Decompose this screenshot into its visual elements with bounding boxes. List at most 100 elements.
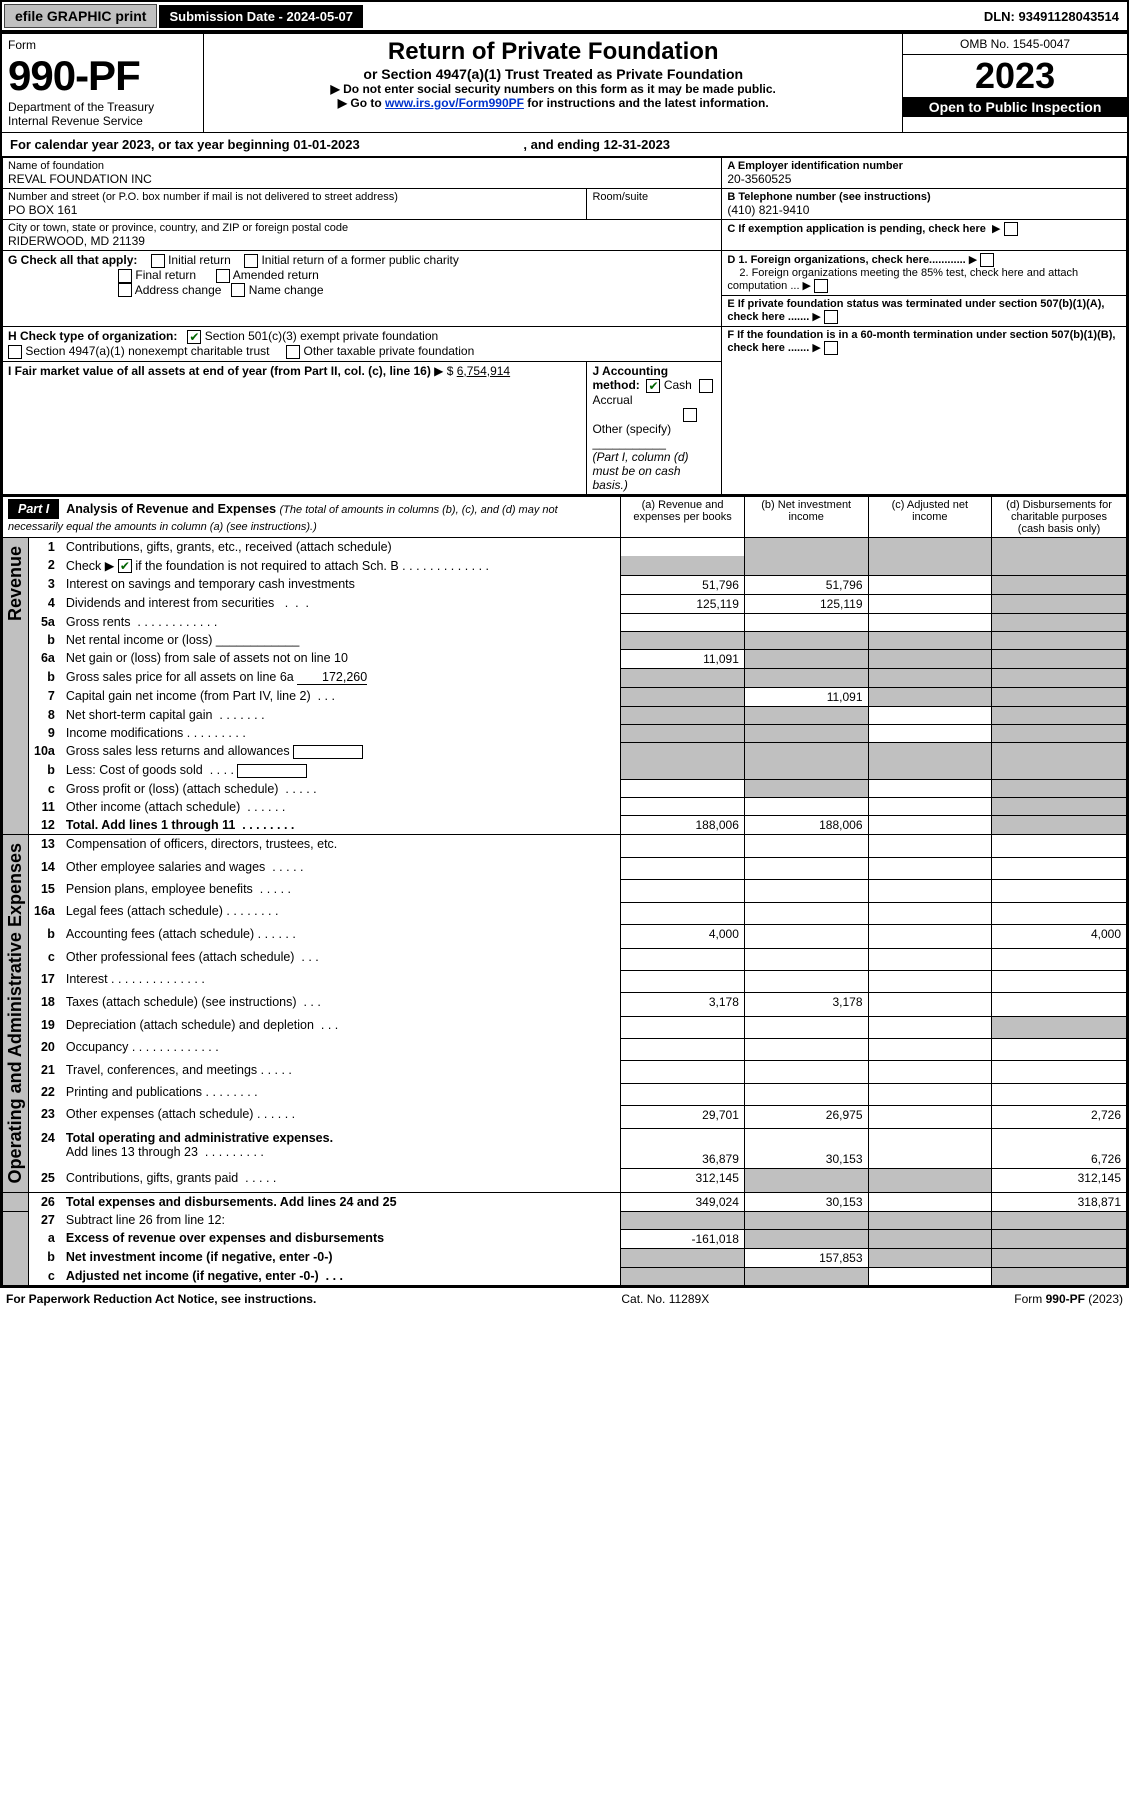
lineno-27c: c: [29, 1267, 61, 1286]
lineno-3: 3: [29, 575, 61, 594]
lineno-15: 15: [29, 880, 61, 902]
phone-value: (410) 821-9410: [727, 203, 1121, 217]
line24-desc: Total operating and administrative expen…: [61, 1129, 621, 1169]
line5b-desc: Net rental income or (loss) ____________: [61, 631, 621, 649]
line16b-a: 4,000: [621, 925, 745, 949]
j-cash: Cash: [664, 378, 692, 392]
ein-label: A Employer identification number: [727, 160, 1121, 172]
cal-end: 12-31-2023: [604, 137, 671, 152]
lineno-13: 13: [29, 835, 61, 858]
city-label: City or town, state or province, country…: [8, 222, 716, 234]
addr-value: PO BOX 161: [8, 203, 581, 217]
line16a-desc: Legal fees (attach schedule) . . . . . .…: [61, 902, 621, 924]
line14-desc: Other employee salaries and wages . . . …: [61, 858, 621, 880]
col-c-hdr: (c) Adjusted net income: [868, 496, 992, 537]
g-address-checkbox[interactable]: [118, 283, 132, 297]
lineno-4: 4: [29, 594, 61, 613]
h-4947-checkbox[interactable]: [8, 345, 22, 359]
line15-desc: Pension plans, employee benefits . . . .…: [61, 880, 621, 902]
cal-prefix: For calendar year 2023, or tax year begi…: [10, 137, 293, 152]
footer-left: For Paperwork Reduction Act Notice, see …: [6, 1292, 316, 1306]
addr-label: Number and street (or P.O. box number if…: [8, 191, 581, 203]
f-label: F If the foundation is in a 60-month ter…: [727, 329, 1115, 354]
lineno-23: 23: [29, 1105, 61, 1129]
footer-mid: Cat. No. 11289X: [621, 1292, 709, 1306]
g-final-checkbox[interactable]: [118, 269, 132, 283]
g-initial-checkbox[interactable]: [151, 254, 165, 268]
h-other-checkbox[interactable]: [286, 345, 300, 359]
j-accrual: Accrual: [592, 393, 632, 407]
schb-checkbox[interactable]: [118, 559, 132, 573]
expenses-sidelabel: Operating and Administrative Expenses: [3, 835, 28, 1191]
h-opt2: Section 4947(a)(1) nonexempt charitable …: [25, 344, 269, 358]
line24-a: 36,879: [621, 1129, 745, 1169]
line6a-desc: Net gain or (loss) from sale of assets n…: [61, 649, 621, 668]
city-value: RIDERWOOD, MD 21139: [8, 234, 716, 248]
line2-post: if the foundation is not required to att…: [132, 559, 399, 573]
line10b-desc: Less: Cost of goods sold . . . .: [61, 761, 621, 780]
g-opt2: Address change: [135, 283, 222, 297]
col-d-hdr: (d) Disbursements for charitable purpose…: [992, 496, 1127, 537]
j-other: Other (specify): [592, 422, 671, 436]
line27-desc: Subtract line 26 from line 12:: [61, 1211, 621, 1229]
line27a-desc: Excess of revenue over expenses and disb…: [61, 1229, 621, 1248]
c-checkbox[interactable]: [1004, 222, 1018, 236]
line26-desc: Total expenses and disbursements. Add li…: [61, 1192, 621, 1211]
col-a-hdr: (a) Revenue and expenses per books: [621, 496, 745, 537]
j-note: (Part I, column (d) must be on cash basi…: [592, 450, 688, 492]
revenue-sidelabel: Revenue: [3, 538, 28, 629]
line19-desc: Depreciation (attach schedule) and deple…: [61, 1016, 621, 1038]
efile-button[interactable]: efile GRAPHIC print: [4, 4, 157, 28]
form-label: Form: [8, 38, 197, 52]
lineno-18: 18: [29, 993, 61, 1017]
lineno-5a: 5a: [29, 613, 61, 631]
line12-a: 188,006: [621, 816, 745, 835]
line23-d: 2,726: [992, 1105, 1127, 1129]
line6a-a: 11,091: [621, 649, 745, 668]
line27b-desc: Net investment income (if negative, ente…: [61, 1248, 621, 1267]
line20-desc: Occupancy . . . . . . . . . . . . .: [61, 1038, 621, 1060]
h-opt3: Other taxable private foundation: [304, 344, 475, 358]
c-label: C If exemption application is pending, c…: [727, 223, 986, 235]
g-opt4: Amended return: [233, 268, 319, 282]
line4-b: 125,119: [744, 594, 868, 613]
instructions-link[interactable]: www.irs.gov/Form990PF: [385, 96, 524, 110]
j-other-checkbox[interactable]: [683, 408, 697, 422]
note2-prefix: ▶ Go to: [338, 96, 385, 110]
line2-pre: Check ▶: [66, 559, 118, 573]
line12-b: 188,006: [744, 816, 868, 835]
g-opt5: Name change: [249, 283, 324, 297]
d2-checkbox[interactable]: [814, 279, 828, 293]
line26-a: 349,024: [621, 1192, 745, 1211]
d1-checkbox[interactable]: [980, 253, 994, 267]
j-cash-checkbox[interactable]: [646, 379, 660, 393]
lineno-10c: c: [29, 780, 61, 798]
g-amended-checkbox[interactable]: [216, 269, 230, 283]
line23-a: 29,701: [621, 1105, 745, 1129]
h-501c3-checkbox[interactable]: [187, 330, 201, 344]
lineno-14: 14: [29, 858, 61, 880]
lineno-6b: b: [29, 668, 61, 687]
line25-a: 312,145: [621, 1169, 745, 1193]
line24-d: 6,726: [992, 1129, 1127, 1169]
lineno-10b: b: [29, 761, 61, 780]
header-row: Form 990-PF Department of the Treasury I…: [1, 33, 1128, 133]
form-container: Form 990-PF Department of the Treasury I…: [0, 32, 1129, 1288]
line12-desc: Total. Add lines 1 through 11 . . . . . …: [61, 816, 621, 835]
f-checkbox[interactable]: [824, 341, 838, 355]
line18-desc: Taxes (attach schedule) (see instruction…: [61, 993, 621, 1017]
lineno-27: 27: [29, 1211, 61, 1229]
g-opt0: Initial return: [168, 253, 231, 267]
form-title: Return of Private Foundation: [210, 38, 896, 66]
lineno-20: 20: [29, 1038, 61, 1060]
g-former-checkbox[interactable]: [244, 254, 258, 268]
g-name-checkbox[interactable]: [231, 283, 245, 297]
line18-b: 3,178: [744, 993, 868, 1017]
d2-label: 2. Foreign organizations meeting the 85%…: [727, 267, 1078, 292]
note1: ▶ Do not enter social security numbers o…: [210, 82, 896, 96]
line3-desc: Interest on savings and temporary cash i…: [61, 575, 621, 594]
lineno-17: 17: [29, 970, 61, 992]
line3-a: 51,796: [621, 575, 745, 594]
j-accrual-checkbox[interactable]: [699, 379, 713, 393]
e-checkbox[interactable]: [824, 310, 838, 324]
